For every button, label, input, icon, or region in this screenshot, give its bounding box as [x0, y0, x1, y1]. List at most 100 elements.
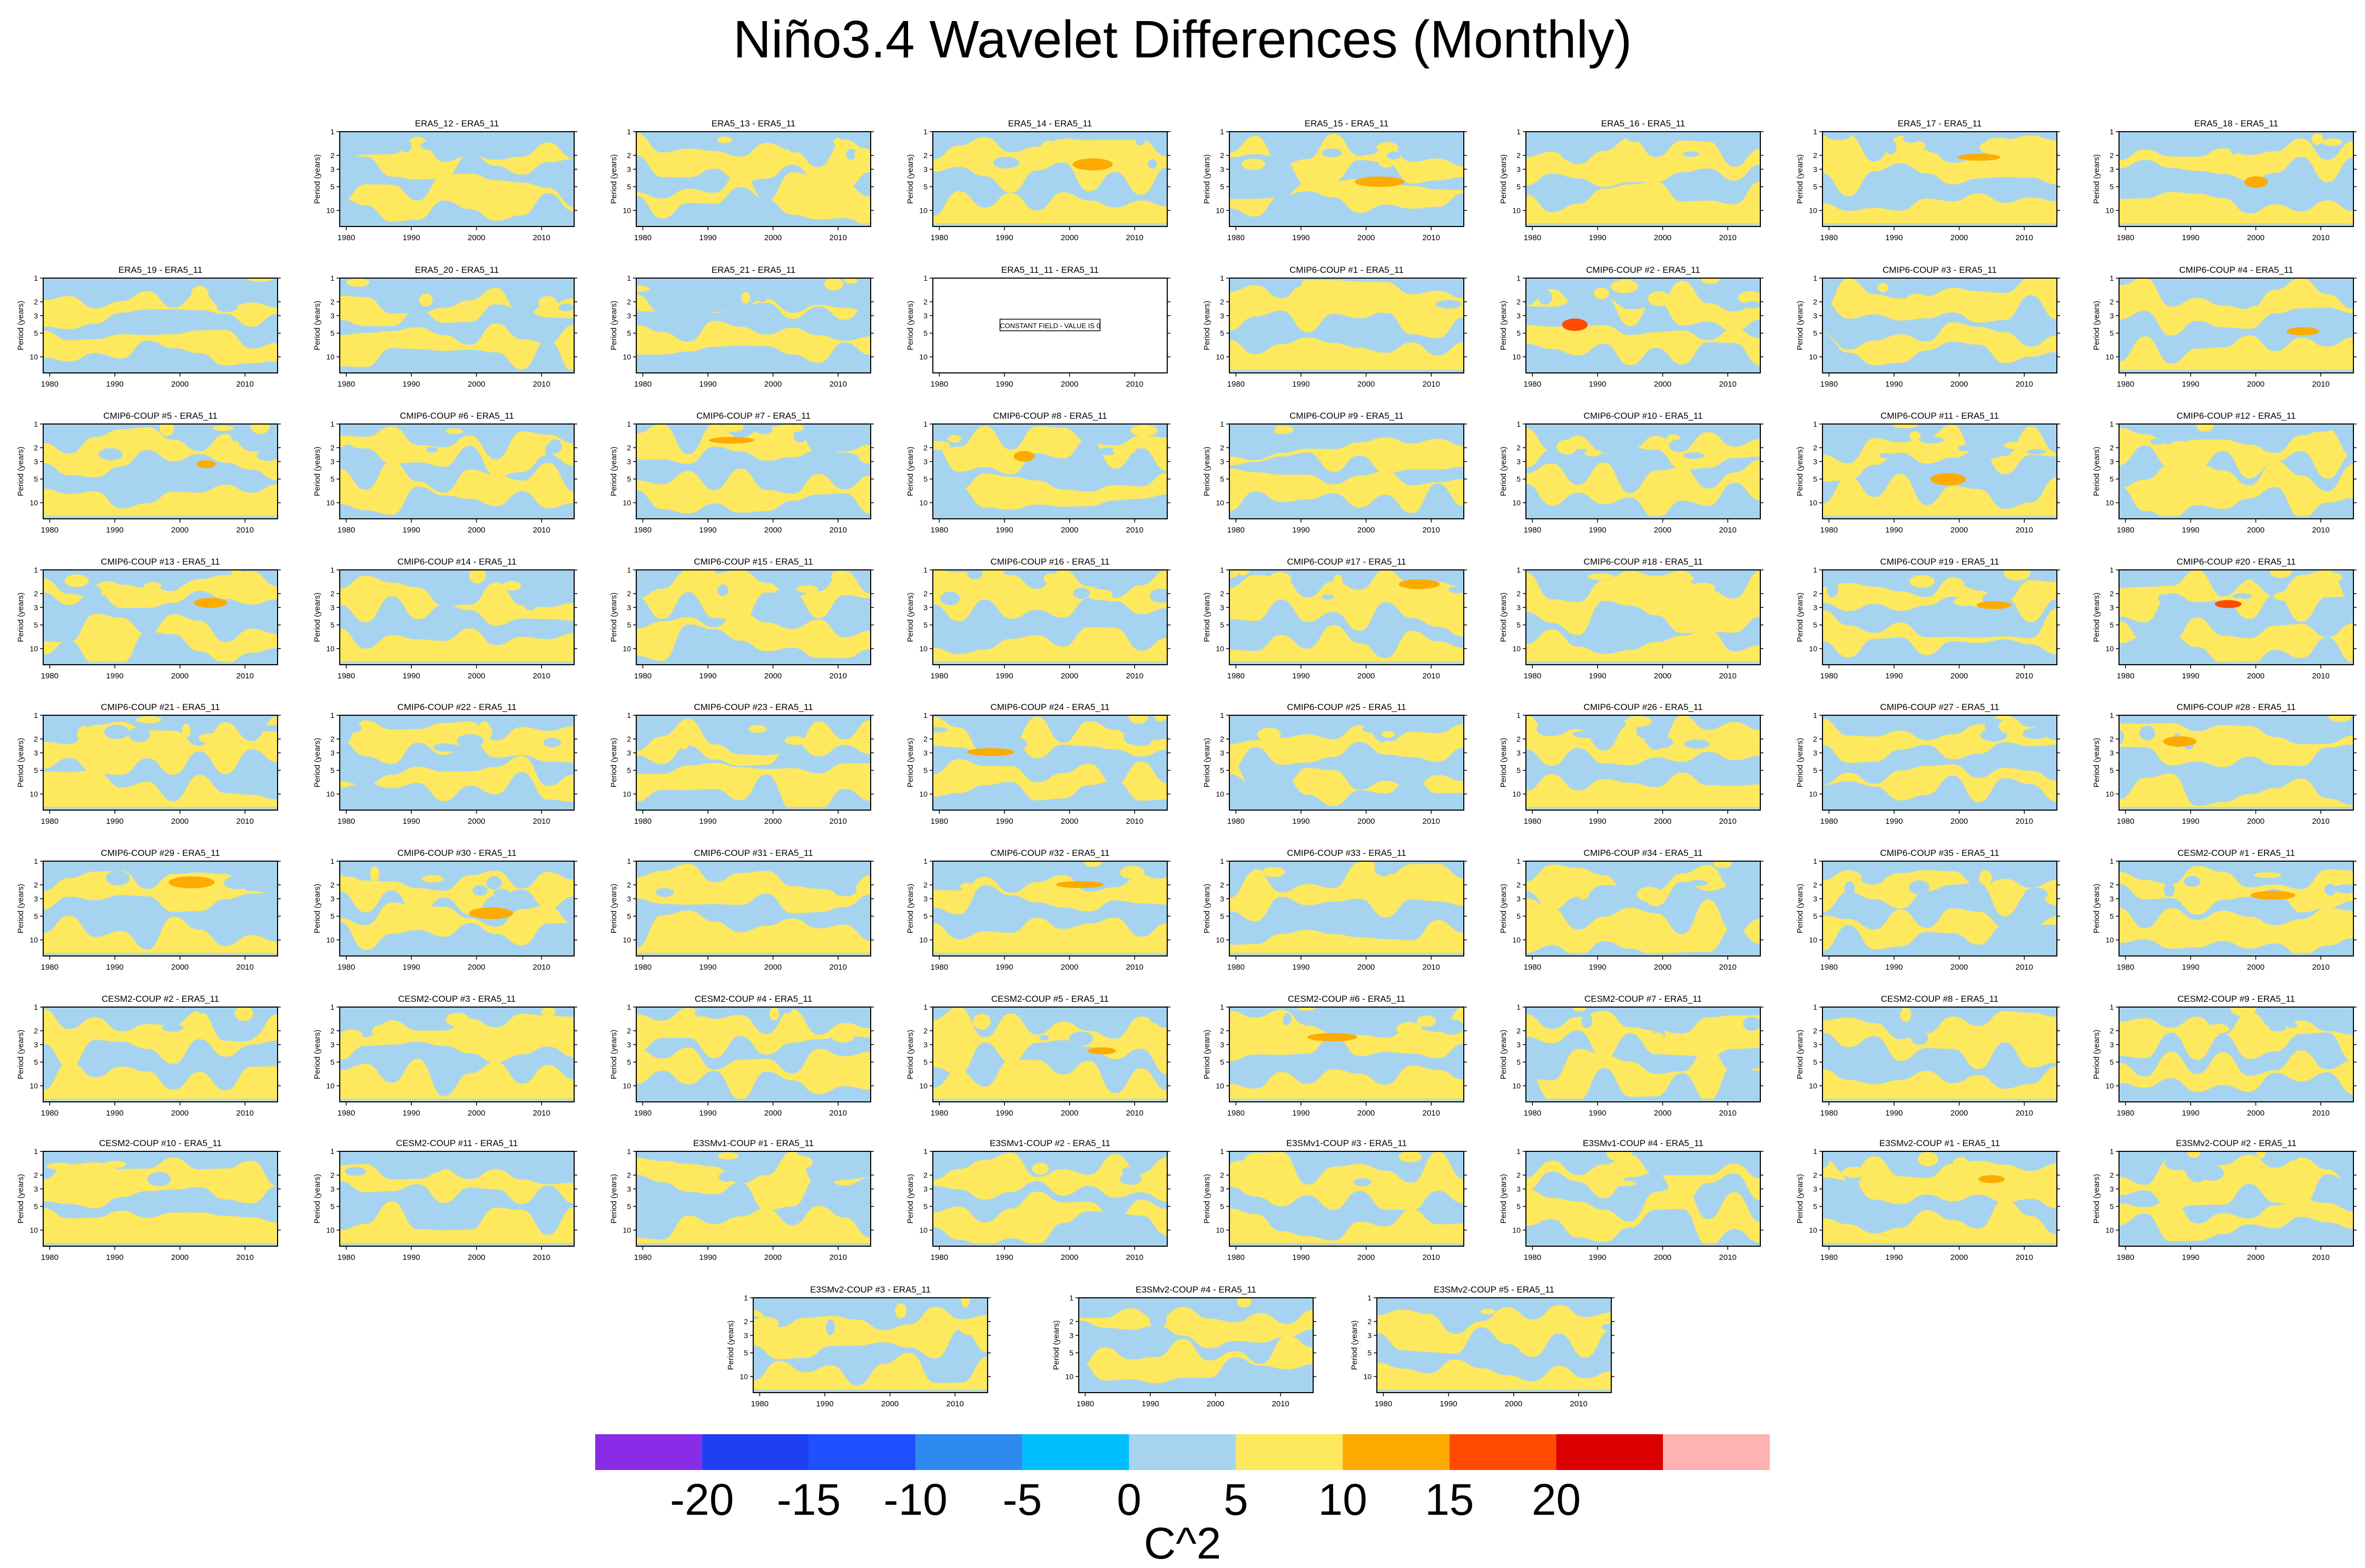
- coi-strip: [43, 807, 278, 810]
- wavelet-blob: [1355, 145, 1379, 155]
- coi-strip: [1526, 953, 1760, 956]
- coi-strip: [1229, 1243, 1464, 1246]
- wavelet-blob: [1105, 437, 1118, 443]
- y-tick-label: 1: [2110, 127, 2114, 136]
- y-tick-label: 3: [34, 748, 38, 757]
- y-tick-label: 3: [1516, 894, 1521, 903]
- wavelet-blob: [247, 278, 273, 282]
- y-tick-label: 10: [919, 790, 928, 798]
- y-tick-label: 10: [1512, 935, 1521, 944]
- x-tick-label: 2000: [1505, 1399, 1522, 1408]
- wavelet-blob: [1572, 731, 1600, 738]
- negative-region: [933, 781, 1167, 810]
- y-tick-label: 1: [2110, 1147, 2114, 1156]
- wavelet-blob: [1102, 732, 1129, 748]
- strong-positive-region: [708, 437, 755, 444]
- y-tick-label: 1: [744, 1294, 748, 1302]
- y-tick-label: 3: [1367, 1331, 1372, 1339]
- y-tick-label: 5: [330, 766, 334, 774]
- x-tick-label: 1980: [1227, 526, 1245, 535]
- y-tick-label: 1: [627, 127, 631, 136]
- x-tick-label: 1990: [996, 672, 1013, 681]
- x-tick-label: 2000: [1654, 526, 1671, 535]
- y-axis-label: Period (years): [313, 301, 322, 350]
- coi-strip: [1822, 370, 2057, 373]
- x-tick-label: 1990: [1885, 817, 1903, 826]
- y-tick-label: 5: [627, 912, 631, 920]
- y-tick-label: 10: [1216, 935, 1224, 944]
- y-tick-label: 5: [2110, 475, 2114, 483]
- coi-strip: [636, 223, 871, 226]
- x-tick-label: 2000: [171, 1109, 189, 1118]
- y-axis-label: Period (years): [16, 884, 25, 933]
- coi-strip: [43, 1099, 278, 1102]
- y-tick-label: 3: [1516, 603, 1521, 612]
- panel-title: ERA5_21 - ERA5_11: [712, 265, 795, 275]
- x-tick-label: 2000: [468, 380, 485, 389]
- y-axis-label: Period (years): [1203, 1030, 1211, 1079]
- coi-strip: [43, 516, 278, 519]
- x-tick-label: 2000: [171, 1253, 189, 1262]
- y-tick-label: 2: [923, 298, 928, 306]
- strong-positive-region: [1307, 1033, 1357, 1042]
- y-tick-label: 2: [1516, 735, 1521, 743]
- wavelet-blob: [636, 285, 650, 292]
- y-tick-label: 5: [1220, 1058, 1224, 1066]
- x-tick-label: 2010: [1423, 380, 1440, 389]
- x-tick-label: 2010: [1126, 963, 1144, 972]
- x-tick-label: 2000: [2247, 817, 2264, 826]
- y-tick-label: 10: [1216, 352, 1224, 361]
- wavelet-blob: [1309, 284, 1333, 292]
- wavelet-blob: [948, 435, 961, 443]
- x-tick-label: 1990: [996, 817, 1013, 826]
- negative-region: [1822, 775, 2057, 810]
- wavelet-blob: [1373, 715, 1384, 724]
- wavelet-blob: [1241, 158, 1265, 170]
- y-tick-label: 3: [1220, 165, 1224, 173]
- coi-strip: [1526, 370, 1760, 373]
- x-tick-label: 1980: [1077, 1399, 1094, 1408]
- y-tick-label: 10: [29, 644, 38, 653]
- y-tick-label: 5: [1516, 329, 1521, 337]
- wavelet-blob: [1704, 1007, 1719, 1013]
- y-tick-label: 3: [923, 894, 928, 903]
- y-axis-label: Period (years): [1350, 1320, 1359, 1370]
- x-tick-label: 1990: [1292, 1253, 1309, 1262]
- x-tick-label: 2000: [1950, 963, 1968, 972]
- panel-title: E3SMv1-COUP #2 - ERA5_11: [990, 1138, 1110, 1148]
- wavelet-blob: [231, 570, 242, 578]
- wavelet-blob: [421, 875, 444, 883]
- wavelet-blob: [1256, 1302, 1284, 1311]
- coi-strip: [933, 223, 1167, 226]
- y-tick-label: 3: [1813, 603, 1817, 612]
- y-tick-label: 5: [923, 1202, 928, 1210]
- colorbar-tick-label: 20: [1532, 1475, 1581, 1524]
- y-tick-label: 10: [623, 935, 631, 944]
- x-tick-label: 2000: [2247, 672, 2264, 681]
- x-tick-label: 1980: [634, 672, 652, 681]
- x-tick-label: 2000: [2247, 526, 2264, 535]
- y-tick-label: 10: [1512, 1226, 1521, 1234]
- wavelet-blob: [1906, 293, 1929, 305]
- positive-region: [2119, 192, 2353, 226]
- wavelet-blob: [1584, 449, 1602, 457]
- wavelet-blob: [2004, 570, 2031, 581]
- wavelet-blob: [1237, 1298, 1252, 1308]
- y-tick-label: 3: [1813, 457, 1817, 466]
- wavelet-blob: [80, 585, 102, 599]
- wavelet-blob: [1924, 137, 1948, 153]
- colorbar-tick-label: 15: [1425, 1475, 1474, 1524]
- wavelet-blob: [1627, 136, 1651, 142]
- wavelet-blob: [2187, 1151, 2201, 1158]
- positive-region: [340, 1059, 574, 1102]
- x-tick-label: 1990: [699, 1109, 716, 1118]
- panel-title: E3SMv1-COUP #1 - ERA5_11: [693, 1138, 814, 1148]
- panel-title: CMIP6-COUP #35 - ERA5_11: [1880, 848, 1999, 858]
- wavelet-blob: [238, 1151, 257, 1161]
- wavelet-blob: [1272, 279, 1282, 289]
- x-tick-label: 2010: [1126, 526, 1144, 535]
- wavelet-blob: [523, 595, 537, 610]
- y-tick-label: 2: [330, 151, 334, 160]
- wavelet-blob: [645, 1151, 664, 1160]
- wavelet-blob: [825, 863, 843, 872]
